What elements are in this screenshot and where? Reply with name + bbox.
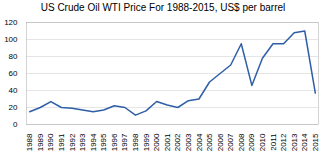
svg-text:100: 100: [4, 35, 18, 44]
svg-text:2006: 2006: [216, 133, 225, 151]
svg-text:1989: 1989: [36, 133, 45, 151]
svg-text:1996: 1996: [110, 133, 119, 151]
svg-text:1997: 1997: [120, 133, 129, 151]
svg-text:1999: 1999: [142, 133, 151, 151]
svg-text:2012: 2012: [279, 133, 288, 151]
svg-text:2005: 2005: [205, 133, 214, 151]
svg-text:2000: 2000: [152, 133, 161, 151]
svg-text:2011: 2011: [269, 133, 278, 151]
svg-text:0: 0: [13, 120, 18, 129]
svg-text:120: 120: [4, 18, 18, 27]
svg-text:1992: 1992: [68, 133, 77, 151]
svg-text:2007: 2007: [226, 133, 235, 151]
svg-text:1998: 1998: [131, 133, 140, 151]
svg-text:2004: 2004: [195, 133, 204, 151]
svg-text:40: 40: [9, 86, 18, 95]
svg-text:2001: 2001: [163, 133, 172, 151]
svg-text:2010: 2010: [258, 133, 267, 151]
svg-text:2015: 2015: [311, 133, 320, 151]
svg-text:1994: 1994: [89, 133, 98, 151]
svg-text:2003: 2003: [184, 133, 193, 151]
svg-text:2008: 2008: [237, 133, 246, 151]
html-text:US Crude Oil WTI Price For 198: US Crude Oil WTI Price For 1988-2015, US…: [40, 2, 286, 13]
svg-text:1988: 1988: [25, 133, 34, 151]
svg-text:80: 80: [9, 52, 18, 61]
svg-text:2002: 2002: [173, 133, 182, 151]
svg-text:20: 20: [9, 103, 18, 112]
svg-text:2013: 2013: [290, 133, 299, 151]
svg-text:2014: 2014: [300, 133, 309, 151]
svg-text:1990: 1990: [46, 133, 55, 151]
svg-text:1993: 1993: [78, 133, 87, 151]
svg-text:60: 60: [9, 69, 18, 78]
svg-text:2009: 2009: [247, 133, 256, 151]
svg-text:1995: 1995: [99, 133, 108, 151]
svg-text:1991: 1991: [57, 133, 66, 151]
